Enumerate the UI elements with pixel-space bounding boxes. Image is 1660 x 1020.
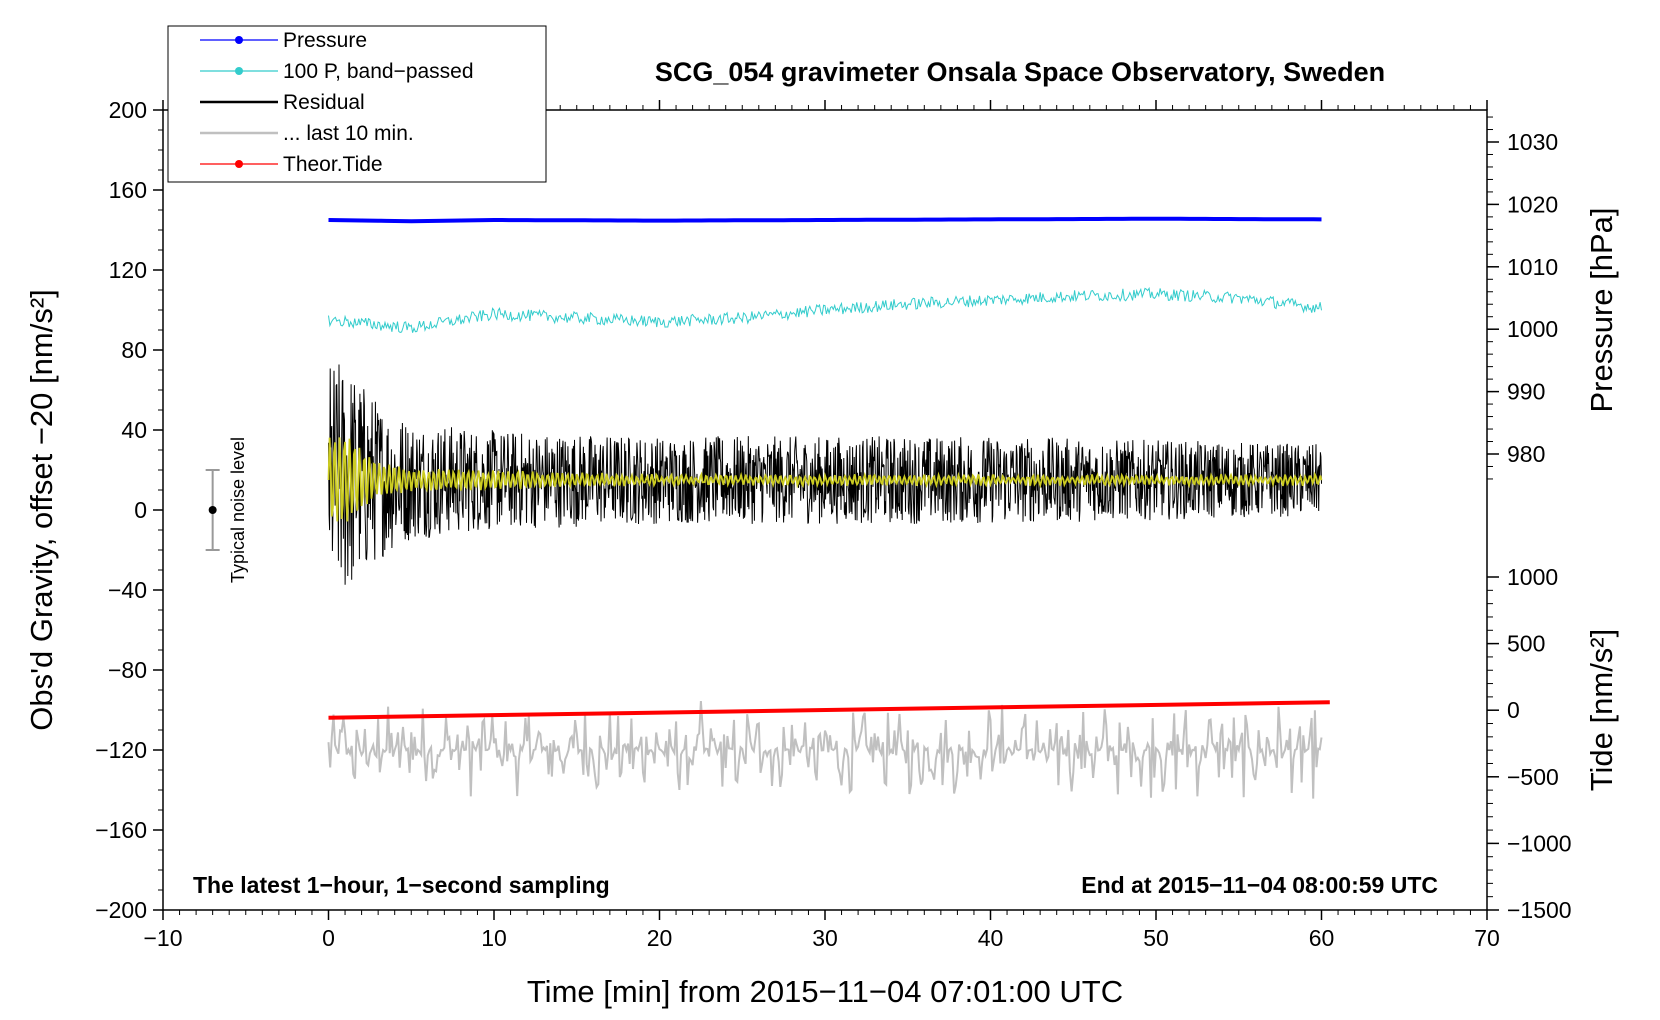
end-time-annotation: End at 2015−11−04 08:00:59 UTC bbox=[1081, 872, 1438, 898]
tide-tick-label: 500 bbox=[1507, 631, 1545, 657]
y-tick-label: 120 bbox=[109, 257, 147, 283]
chart-title: SCG_054 gravimeter Onsala Space Observat… bbox=[655, 57, 1385, 87]
y-tick-label: 0 bbox=[134, 497, 147, 523]
tide-tick-label: −1000 bbox=[1507, 830, 1572, 856]
series-theoretical-tide bbox=[328, 700, 1330, 720]
series-last-10-min bbox=[327, 701, 1323, 799]
y-tick-label: −80 bbox=[108, 657, 147, 683]
pressure-tick-label: 1010 bbox=[1507, 254, 1558, 280]
y-tick-label: 160 bbox=[109, 177, 147, 203]
x-axis-title: Time [min] from 2015−11−04 07:01:00 UTC bbox=[527, 974, 1123, 1009]
x-tick-label: −10 bbox=[143, 925, 182, 951]
y-tick-label: −40 bbox=[108, 577, 147, 603]
x-tick-label: 40 bbox=[978, 925, 1004, 951]
legend-label: ... last 10 min. bbox=[283, 122, 414, 145]
y-axis-title: Obs'd Gravity, offset −20 [nm/s²] bbox=[24, 289, 59, 731]
series-pressure-bandpassed bbox=[328, 286, 1322, 333]
x-tick-label: 20 bbox=[647, 925, 673, 951]
legend-marker bbox=[235, 67, 243, 75]
tide-tick-label: 1000 bbox=[1507, 564, 1558, 590]
y-tick-label: 80 bbox=[121, 337, 147, 363]
pressure-tick-label: 1000 bbox=[1507, 316, 1558, 342]
pressure-tick-label: 1030 bbox=[1507, 129, 1558, 155]
y-tick-label: 40 bbox=[121, 417, 147, 443]
legend-label: Residual bbox=[283, 91, 365, 114]
pressure-axis-ticks: 1030 1020 1010 1000 990 980 bbox=[1487, 116, 1558, 480]
x-tick-label: 10 bbox=[481, 925, 507, 951]
noise-level-label: Typical noise level bbox=[228, 437, 248, 583]
pressure-tick-label: 980 bbox=[1507, 441, 1545, 467]
legend-label: Pressure bbox=[283, 29, 367, 52]
series-residual bbox=[328, 364, 1322, 585]
legend: Pressure 100 P, band−passed Residual ... la… bbox=[167, 25, 547, 183]
noise-center-dot bbox=[208, 506, 217, 514]
legend-label: Theor.Tide bbox=[283, 153, 383, 176]
pressure-tick-label: 1020 bbox=[1507, 191, 1558, 217]
y-tick-label: 200 bbox=[109, 97, 147, 123]
pressure-axis-title: Pressure [hPa] bbox=[1584, 207, 1619, 412]
x-tick-label: 70 bbox=[1474, 925, 1500, 951]
legend-marker bbox=[235, 160, 243, 168]
pressure-tick-label: 990 bbox=[1507, 379, 1545, 405]
y-tick-label: −120 bbox=[95, 737, 147, 763]
tide-axis-ticks: 1000 500 0 −500 −1000 −1500 bbox=[1487, 564, 1572, 923]
series-layer bbox=[327, 216, 1330, 799]
y-tick-label: −200 bbox=[95, 897, 147, 923]
sampling-annotation: The latest 1−hour, 1−second sampling bbox=[193, 872, 610, 898]
x-axis-ticks: −10 0 10 20 30 40 50 60 70 bbox=[143, 100, 1500, 951]
tide-tick-label: −1500 bbox=[1507, 897, 1572, 923]
tide-axis-title: Tide [nm/s²] bbox=[1584, 629, 1619, 792]
legend-marker bbox=[235, 36, 243, 44]
x-tick-label: 30 bbox=[812, 925, 838, 951]
y-axis-ticks: 200 160 120 80 40 0 −40 −80 −120 −160 −200 bbox=[95, 97, 163, 923]
x-tick-label: 50 bbox=[1143, 925, 1169, 951]
legend-box bbox=[167, 25, 547, 183]
tide-tick-label: 0 bbox=[1507, 697, 1520, 723]
plot-frame bbox=[162, 109, 1488, 911]
x-tick-label: 0 bbox=[322, 925, 335, 951]
y-tick-label: −160 bbox=[95, 817, 147, 843]
series-pressure bbox=[328, 216, 1322, 224]
tide-tick-label: −500 bbox=[1507, 764, 1559, 790]
legend-label: 100 P, band−passed bbox=[283, 60, 474, 83]
series-residual-smoothed bbox=[327, 437, 1323, 522]
x-tick-label: 60 bbox=[1309, 925, 1335, 951]
noise-level-indicator bbox=[205, 469, 220, 551]
